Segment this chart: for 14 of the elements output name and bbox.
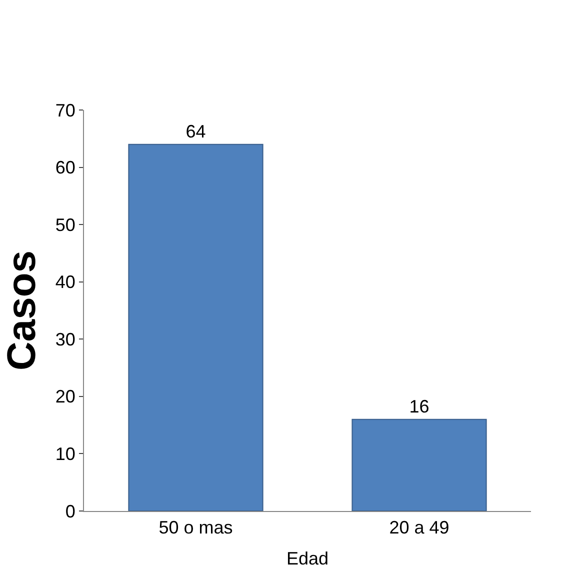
y-tick-label: 50 [55,214,76,235]
x-axis-title: Edad [286,548,329,569]
y-tick-label: 20 [55,386,76,407]
y-tick-label: 40 [55,272,76,292]
y-tick-label: 60 [55,158,76,178]
y-tick-label: 0 [65,501,76,522]
y-tick-label: 70 [55,100,76,120]
y-tick-label: 30 [55,329,76,350]
y-axis-title: Casos [0,250,44,371]
x-tick-label: 20 a 49 [389,518,450,538]
data-label: 16 [409,396,430,416]
data-label: 64 [186,121,206,142]
x-tick-label: 50 o mas [158,518,233,538]
y-tick-label: 10 [55,444,76,464]
